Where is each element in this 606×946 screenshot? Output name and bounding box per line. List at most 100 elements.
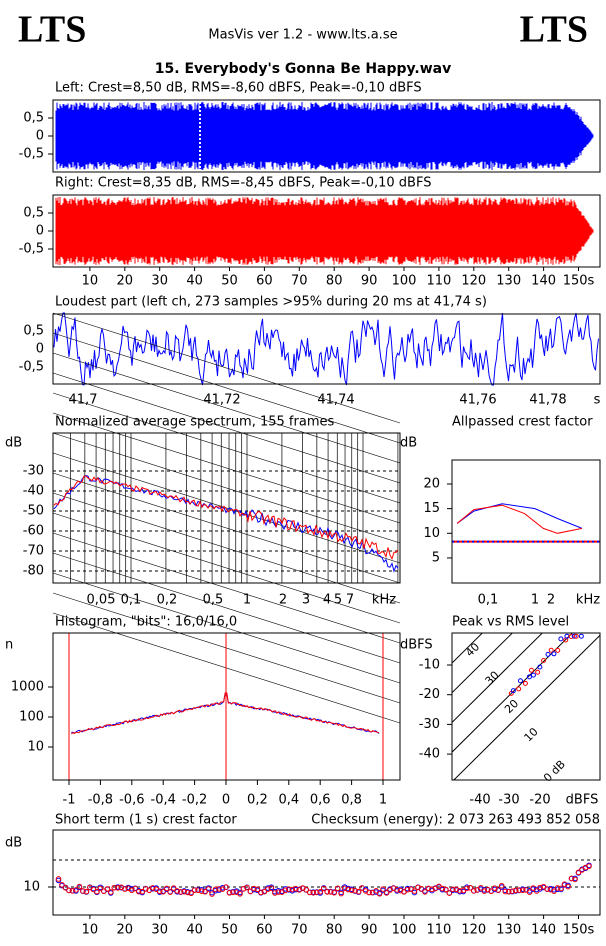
x-tick-label: -0,6: [119, 793, 144, 808]
y-tick-label: -0,5: [19, 360, 44, 375]
crest-point: [310, 890, 317, 896]
crest-point: [184, 889, 191, 896]
crest-point: [331, 889, 338, 896]
level-point: [564, 633, 570, 639]
level-point: [578, 633, 584, 639]
crest-point: [163, 885, 170, 892]
crest-point: [115, 885, 121, 891]
x-tick-label: 50: [221, 923, 238, 938]
crest-point: [568, 875, 575, 882]
x-tick-label: 20: [117, 923, 134, 938]
x-tick-label: 0,2: [247, 793, 268, 808]
y-tick-label: -20: [419, 687, 440, 702]
x-tick-label: 10: [82, 274, 99, 289]
crest-curve: [456, 503, 583, 529]
y-tick-label: 5: [432, 550, 440, 565]
x-tick-label: 1: [243, 593, 251, 608]
grid-line: [453, 634, 600, 780]
grid-line: [52, 412, 401, 524]
y-unit: dBFS: [400, 638, 433, 653]
x-tick-label: 0,2: [157, 593, 178, 608]
x-tick-label: 1: [379, 793, 387, 808]
plot-frame: [52, 194, 601, 268]
crest-point: [334, 885, 341, 892]
level-point: [516, 686, 522, 692]
crest-point: [404, 886, 411, 893]
crest-point: [348, 887, 355, 894]
panel-title: Histogram, "bits": 16,0/16,0: [55, 615, 237, 630]
checksum: Checksum (energy): 2 073 263 493 852 058: [311, 813, 600, 828]
crest-point: [380, 886, 386, 892]
x-tick-label: kHz: [372, 593, 396, 608]
y-tick-label: 100: [19, 710, 44, 725]
grid-line: [452, 633, 484, 664]
x-tick-label: 140: [531, 274, 556, 289]
crest-point: [188, 890, 194, 897]
x-tick-label: 40: [186, 923, 203, 938]
x-tick-label: 100: [392, 274, 417, 289]
x-tick-label: 0,05: [87, 593, 116, 608]
y-tick-label: -30: [23, 464, 44, 479]
crest-point: [313, 889, 320, 896]
x-tick-label: 30: [151, 923, 168, 938]
x-tick-label: -30: [498, 793, 519, 808]
level-point: [571, 633, 577, 639]
crest-point: [317, 888, 324, 895]
crest-point: [457, 888, 463, 894]
x-tick-label: 1: [531, 593, 539, 608]
x-tick-label: 41,7: [69, 393, 98, 408]
grid-line: [52, 312, 401, 424]
x-tick-label: 90: [361, 923, 378, 938]
waveform: [55, 102, 594, 170]
track-title: 15. Everybody's Gonna Be Happy.wav: [155, 61, 451, 77]
crest-point: [443, 886, 449, 893]
crest-point: [205, 886, 212, 892]
crest-point: [544, 886, 550, 892]
crest-point: [411, 888, 418, 894]
crest-point: [142, 886, 149, 892]
y-tick-label: 0: [36, 342, 44, 357]
line-label: 0 dB: [541, 758, 568, 785]
crest-point: [495, 887, 502, 893]
y-tick-label: -70: [23, 544, 44, 559]
level-point: [535, 669, 541, 675]
crest-point: [450, 886, 456, 893]
grid-line: [52, 432, 401, 544]
y-tick-label: -50: [23, 504, 44, 519]
level-point: [526, 674, 532, 680]
crest-point: [471, 888, 477, 894]
crest-point: [230, 889, 236, 896]
x-tick-label: kHz: [576, 593, 600, 608]
crest-point: [80, 888, 86, 894]
x-tick-label: 3: [302, 593, 310, 608]
crest-point: [383, 890, 390, 896]
crest-point: [467, 884, 474, 891]
crest-point: [558, 885, 564, 892]
x-tick-label: 70: [291, 274, 308, 289]
x-tick-label: 41,76: [459, 393, 496, 408]
crest-point: [422, 889, 428, 895]
x-tick-label: 41,78: [529, 393, 566, 408]
crest-point: [341, 885, 348, 892]
y-tick-label: 15: [423, 501, 440, 516]
grid-line: [52, 452, 401, 564]
crest-point: [223, 884, 229, 890]
x-tick-label: 120: [461, 274, 486, 289]
grid-line: [52, 332, 401, 444]
x-tick-label: 40: [186, 274, 203, 289]
grid-line: [52, 572, 401, 684]
y-tick-label: 0: [36, 224, 44, 239]
y-tick-label: 10: [23, 880, 40, 895]
level-point: [545, 651, 551, 657]
x-tick-label: 4: [323, 593, 331, 608]
crest-point: [359, 885, 365, 891]
line-label: 10: [522, 725, 541, 744]
x-tick-label: 90: [361, 274, 378, 289]
crest-point: [139, 888, 146, 895]
y-unit: n: [5, 638, 13, 653]
panel-title: Right: Crest=8,35 dB, RMS=-8,45 dBFS, Pe…: [55, 176, 431, 191]
waveform: [53, 312, 599, 386]
crest-point: [439, 885, 446, 892]
y-tick-label: -60: [23, 524, 44, 539]
x-tick-label: 0,1: [121, 593, 142, 608]
